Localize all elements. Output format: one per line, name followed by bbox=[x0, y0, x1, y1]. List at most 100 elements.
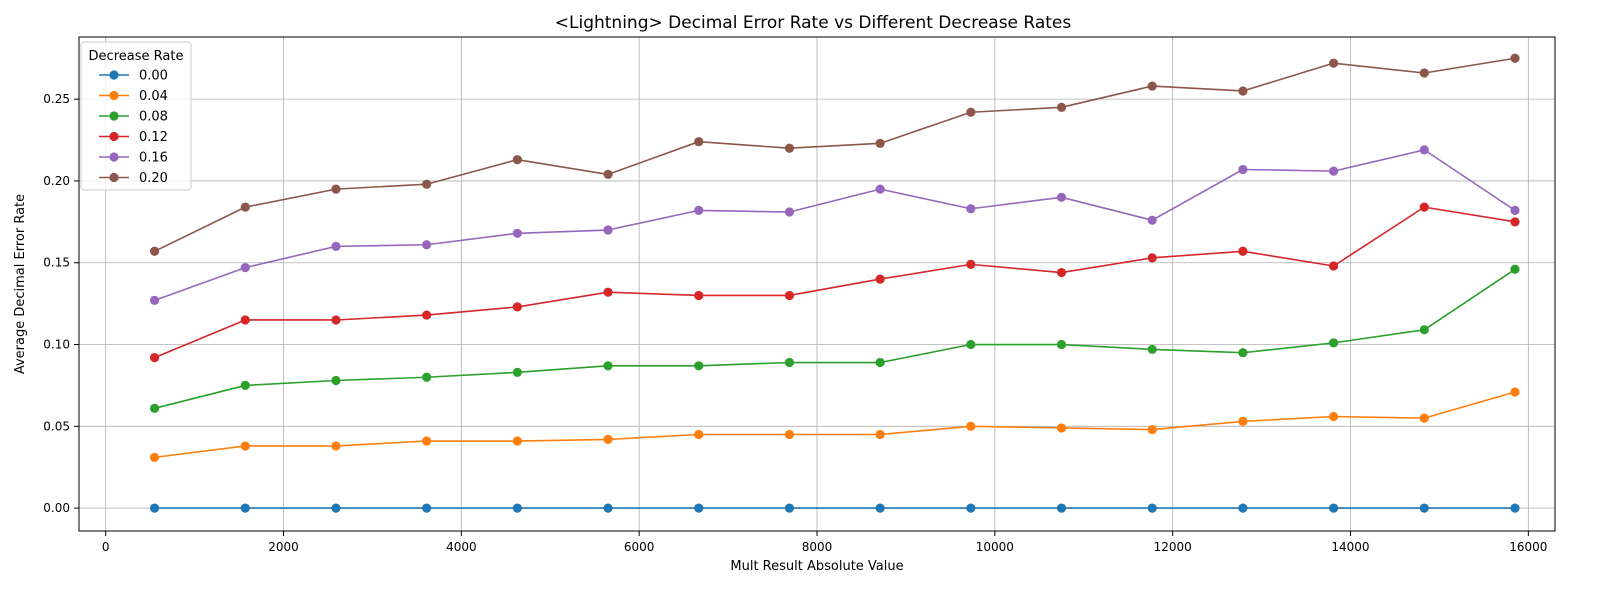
data-point bbox=[331, 375, 341, 386]
data-point bbox=[240, 202, 250, 212]
data-point bbox=[875, 274, 885, 284]
data-point bbox=[603, 225, 613, 235]
series-line bbox=[154, 206, 1516, 359]
data-point bbox=[240, 315, 250, 325]
data-point bbox=[1147, 424, 1157, 435]
grid-lines bbox=[79, 37, 1555, 531]
data-point bbox=[512, 503, 522, 513]
data-point bbox=[1329, 338, 1339, 348]
x-tick-label: 2000 bbox=[268, 540, 299, 554]
series-line bbox=[154, 149, 1516, 302]
data-point bbox=[694, 361, 704, 371]
series-line bbox=[154, 268, 1516, 410]
data-point bbox=[694, 205, 704, 215]
data-point bbox=[331, 503, 341, 513]
data-point bbox=[149, 246, 160, 256]
x-axis-label: Mult Result Absolute Value bbox=[730, 559, 903, 574]
data-point bbox=[422, 310, 432, 320]
data-point bbox=[603, 361, 613, 371]
data-point bbox=[875, 357, 885, 368]
data-point bbox=[1056, 423, 1067, 433]
data-point bbox=[240, 503, 250, 513]
data-point bbox=[966, 204, 976, 214]
x-tick-label: 0 bbox=[102, 540, 110, 554]
axis-ticks: 0 2000 4000 6000 8000 10000 12000 14000 16000 0.0… bbox=[43, 92, 1547, 554]
data-point bbox=[603, 503, 613, 513]
data-point bbox=[784, 290, 795, 301]
data-point bbox=[149, 452, 160, 462]
data-point bbox=[1147, 253, 1157, 263]
legend-item: 0.00 bbox=[99, 69, 168, 84]
x-tick-label: 12000 bbox=[1154, 540, 1192, 554]
legend-label: 0.16 bbox=[139, 151, 168, 166]
data-point bbox=[875, 503, 885, 513]
data-point bbox=[1329, 411, 1339, 422]
data-point bbox=[1238, 503, 1248, 513]
series-0.08 bbox=[149, 264, 1520, 413]
legend-label: 0.04 bbox=[139, 89, 168, 104]
series-0.00 bbox=[149, 503, 1520, 513]
data-point bbox=[1419, 325, 1429, 335]
data-point bbox=[1510, 205, 1520, 215]
data-point bbox=[1056, 192, 1067, 202]
data-point bbox=[1147, 344, 1157, 355]
data-point bbox=[1147, 215, 1157, 225]
data-point bbox=[784, 503, 795, 513]
data-point bbox=[422, 372, 432, 382]
y-tick-label: 0.00 bbox=[43, 501, 70, 515]
data-point bbox=[1329, 261, 1339, 271]
data-point bbox=[966, 259, 976, 269]
x-tick-label: 4000 bbox=[446, 540, 477, 554]
data-point bbox=[875, 184, 885, 194]
data-point bbox=[149, 403, 160, 413]
data-point bbox=[1238, 246, 1248, 256]
data-point bbox=[784, 429, 795, 440]
legend-item: 0.04 bbox=[99, 89, 168, 104]
data-point bbox=[694, 137, 704, 147]
data-point bbox=[422, 179, 432, 189]
data-point bbox=[512, 228, 522, 238]
data-point bbox=[875, 138, 885, 148]
data-point bbox=[240, 441, 250, 451]
legend-swatch-marker bbox=[109, 152, 119, 162]
y-tick-label: 0.05 bbox=[43, 419, 70, 433]
data-point bbox=[422, 436, 432, 446]
data-point bbox=[512, 436, 522, 446]
data-point bbox=[1419, 68, 1429, 78]
data-point bbox=[1147, 81, 1157, 91]
data-point bbox=[966, 503, 976, 513]
x-tick-label: 14000 bbox=[1331, 540, 1369, 554]
data-point bbox=[240, 380, 250, 391]
data-point bbox=[603, 287, 613, 297]
data-point bbox=[875, 429, 885, 440]
data-point bbox=[1329, 503, 1339, 513]
legend-title: Decrease Rate bbox=[89, 49, 184, 64]
legend-item: 0.20 bbox=[99, 171, 168, 186]
y-tick-label: 0.25 bbox=[43, 92, 70, 106]
series-line bbox=[154, 391, 1516, 459]
data-point bbox=[784, 357, 795, 368]
series-0.04 bbox=[149, 387, 1520, 462]
data-point bbox=[1056, 267, 1067, 278]
data-point bbox=[966, 339, 976, 350]
data-point bbox=[1056, 339, 1067, 350]
data-point bbox=[512, 302, 522, 312]
x-tick-label: 10000 bbox=[976, 540, 1014, 554]
data-point bbox=[1238, 348, 1248, 358]
legend-label: 0.20 bbox=[139, 171, 168, 186]
data-point bbox=[1419, 413, 1429, 423]
data-point bbox=[1510, 217, 1520, 227]
x-tick-label: 8000 bbox=[802, 540, 833, 554]
data-point bbox=[1510, 387, 1520, 397]
data-point bbox=[1510, 503, 1520, 513]
data-point bbox=[603, 169, 613, 180]
data-point bbox=[331, 315, 341, 325]
data-point bbox=[1056, 102, 1067, 112]
series-line bbox=[154, 57, 1516, 253]
data-point bbox=[1510, 53, 1520, 63]
data-point bbox=[149, 353, 160, 363]
data-point bbox=[694, 503, 704, 513]
data-point bbox=[422, 240, 432, 250]
data-point bbox=[966, 107, 976, 117]
